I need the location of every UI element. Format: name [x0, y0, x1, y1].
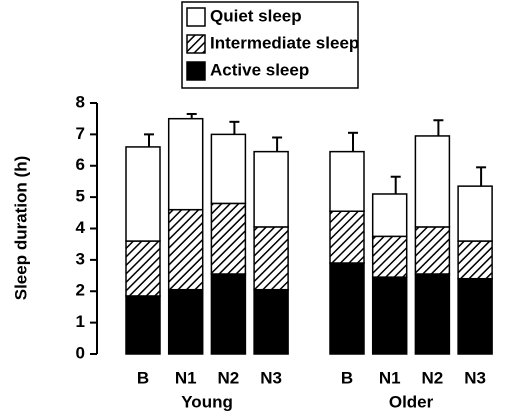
y-tick-label: 5	[76, 187, 85, 206]
bar-segment	[414, 226, 451, 275]
bar-segment	[371, 235, 408, 278]
x-tick-label: N3	[260, 368, 282, 387]
bar-segment	[125, 146, 161, 242]
bar-segment	[125, 240, 161, 297]
x-tick-label: B	[137, 368, 149, 387]
bar-segment	[167, 117, 204, 211]
bar-segment	[329, 210, 365, 264]
bar-segment	[210, 273, 247, 355]
x-tick-label: N2	[422, 368, 444, 387]
bar-segment	[329, 150, 365, 212]
bar-segment	[457, 277, 493, 355]
bar-segment	[125, 295, 161, 355]
group-label: Older	[389, 392, 434, 411]
x-tick-label: N1	[379, 368, 401, 387]
bar-segment	[210, 202, 247, 275]
legend-box	[181, 1, 359, 89]
bar-segment	[371, 193, 408, 238]
y-tick-label: 2	[76, 281, 85, 300]
legend-label: Intermediate sleep	[210, 33, 359, 52]
x-tick-label: N1	[175, 368, 197, 387]
legend-label: Quiet sleep	[210, 6, 302, 25]
bar-segment	[329, 262, 365, 355]
y-tick-label: 0	[76, 343, 85, 362]
bar-segment	[253, 150, 289, 228]
legend-swatch	[186, 61, 206, 81]
y-tick-label: 3	[76, 249, 85, 268]
y-tick-label: 4	[76, 218, 86, 237]
legend-swatch	[186, 7, 206, 27]
bar-segment	[253, 226, 289, 291]
x-tick-label: N3	[464, 368, 486, 387]
y-tick-label: 1	[76, 312, 85, 331]
bar-segment	[253, 288, 289, 355]
x-tick-label: N2	[218, 368, 240, 387]
bar-segment	[167, 288, 204, 355]
legend-label: Active sleep	[210, 60, 309, 79]
bar-segment	[414, 135, 451, 228]
y-tick-label: 7	[76, 124, 85, 143]
bar-segment	[414, 273, 451, 355]
x-tick-label: B	[341, 368, 353, 387]
group-label: Young	[181, 392, 233, 411]
y-axis-label: Sleep duration (h)	[11, 156, 30, 301]
bar-segment	[457, 185, 493, 242]
bar-segment	[210, 133, 247, 205]
y-tick-label: 6	[76, 155, 85, 174]
y-tick-label: 8	[76, 92, 85, 111]
bar-segment	[457, 240, 493, 280]
bar-segment	[371, 276, 408, 355]
bar-segment	[167, 208, 204, 291]
legend-swatch	[186, 34, 206, 54]
